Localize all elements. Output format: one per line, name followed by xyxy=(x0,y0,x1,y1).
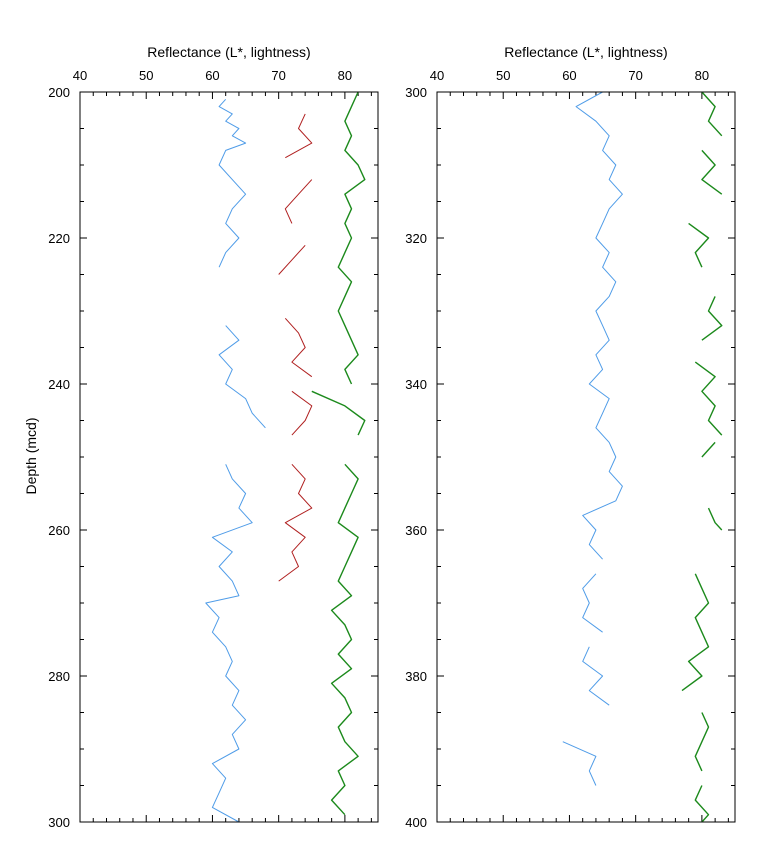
x-tick-label: 60 xyxy=(562,68,576,83)
x-tick-label: 80 xyxy=(695,68,709,83)
y-tick-label: 300 xyxy=(48,815,70,830)
right-panel-x-axis-title: Reflectance (L*, lightness) xyxy=(504,44,667,60)
right-panel-frame xyxy=(436,91,736,823)
series-line-1 xyxy=(688,222,710,268)
y-tick-label: 280 xyxy=(48,669,70,684)
x-tick-label: 70 xyxy=(271,68,285,83)
x-tick-label: 80 xyxy=(338,68,352,83)
y-tick-label: 260 xyxy=(48,523,70,538)
y-tick-label: 400 xyxy=(405,815,427,830)
series-line-1 xyxy=(291,390,313,436)
x-tick-label: 50 xyxy=(139,68,153,83)
y-tick-label: 340 xyxy=(405,377,427,392)
series-line-0 xyxy=(582,646,610,706)
series-line-0 xyxy=(205,464,253,823)
series-line-1 xyxy=(278,463,313,582)
y-tick-label: 200 xyxy=(48,85,70,100)
y-tick-label: 300 xyxy=(405,85,427,100)
series-line-1 xyxy=(278,244,306,275)
series-line-1 xyxy=(285,113,313,159)
series-line-0 xyxy=(582,573,603,633)
x-tick-label: 70 xyxy=(628,68,642,83)
y-tick-label: 320 xyxy=(405,231,427,246)
y-tick-label: 220 xyxy=(48,231,70,246)
left-panel-x-axis-title: Reflectance (L*, lightness) xyxy=(147,44,310,60)
x-tick-label: 40 xyxy=(430,68,444,83)
series-line-2 xyxy=(311,390,366,436)
series-line-0 xyxy=(218,98,247,268)
series-line-1 xyxy=(694,785,710,823)
series-line-1 xyxy=(284,179,313,224)
series-line-1 xyxy=(701,149,723,195)
series-line-2 xyxy=(330,463,359,816)
left-panel-frame xyxy=(79,91,379,823)
series-line-2 xyxy=(337,91,366,385)
y-tick-label: 240 xyxy=(48,377,70,392)
series-line-1 xyxy=(707,507,723,531)
left-panel: Reflectance (L*, lightness) Depth (mcd) … xyxy=(23,44,379,830)
series-line-0 xyxy=(218,325,266,429)
x-tick-label: 40 xyxy=(73,68,87,83)
series-line-1 xyxy=(701,296,723,341)
series-line-1 xyxy=(701,441,716,458)
series-line-0 xyxy=(562,741,597,786)
series-line-1 xyxy=(694,361,723,436)
right-panel: Reflectance (L*, lightness) 40 50 60 70 80 30… xyxy=(405,44,736,830)
y-tick-label: 380 xyxy=(405,669,427,684)
y-axis-title: Depth (mcd) xyxy=(23,417,39,494)
y-tick-label: 360 xyxy=(405,523,427,538)
series-line-1 xyxy=(284,317,313,378)
series-line-1 xyxy=(694,712,710,772)
series-line-0 xyxy=(575,91,623,560)
series-line-1 xyxy=(681,573,710,692)
x-tick-label: 60 xyxy=(205,68,219,83)
x-tick-label: 50 xyxy=(496,68,510,83)
series-line-1 xyxy=(701,91,723,137)
